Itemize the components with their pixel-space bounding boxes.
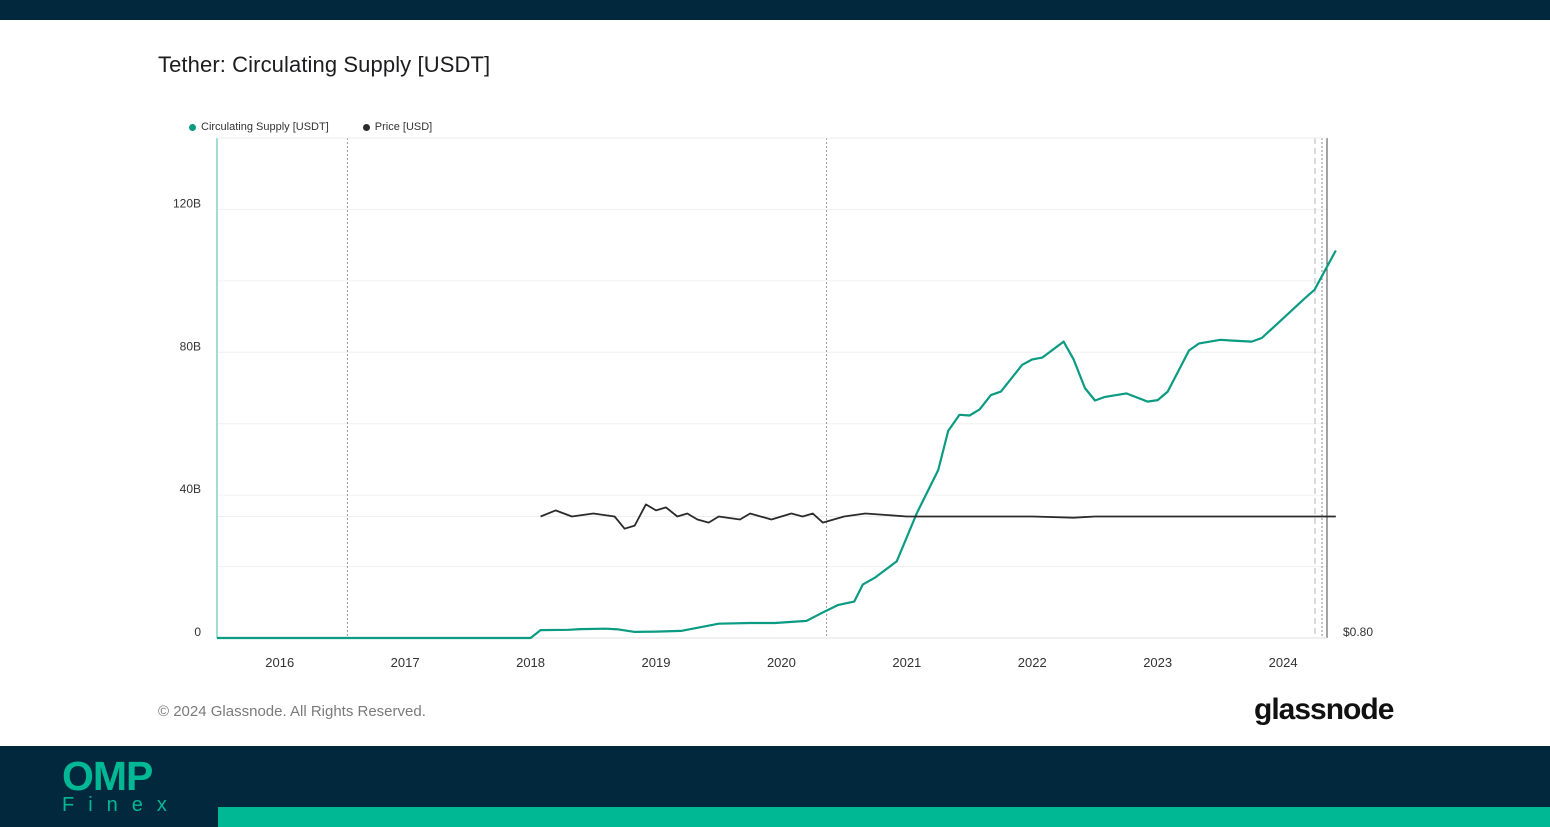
glassnode-logo: glassnode [1254, 693, 1394, 726]
legend-dot-price [362, 123, 370, 131]
copyright-text: © 2024 Glassnode. All Rights Reserved. [158, 703, 426, 720]
accent-strip [218, 807, 1550, 827]
chart-plot: 0 40B 80B 120B $0.80 2016 2017 2018 2019 2020 2021… [173, 137, 1373, 670]
legend-label-supply: Circulating Supply [USDT] [201, 121, 329, 133]
x-tick-label: 2020 [767, 655, 796, 670]
omp-finex-logo: OMP Finex [62, 753, 181, 816]
x-tick-label: 2019 [642, 655, 671, 670]
y-tick-label: 0 [194, 625, 201, 639]
x-tick-label: 2022 [1018, 655, 1047, 670]
x-tick-label: 2016 [265, 655, 294, 670]
legend-dot-supply [189, 123, 196, 131]
x-tick-label: 2023 [1143, 655, 1172, 670]
y-tick-label: 40B [180, 482, 201, 496]
series-line-circulating-supply [217, 249, 1337, 640]
series-line-price [540, 503, 1336, 530]
x-tick-label: 2018 [516, 655, 545, 670]
omp-logo-line2: Finex [62, 794, 181, 816]
top-band [0, 0, 1550, 20]
y-tick-label: 80B [180, 339, 201, 353]
legend-item-supply[interactable]: Circulating Supply [USDT] [189, 121, 329, 133]
omp-logo-line1: OMP [62, 753, 153, 799]
x-tick-label: 2017 [391, 655, 420, 670]
x-tick-label: 2021 [892, 655, 921, 670]
legend: Circulating Supply [USDT] Price [USD] [189, 121, 432, 133]
chart-title: Tether: Circulating Supply [USDT] [158, 52, 491, 77]
y-tick-label: 120B [173, 196, 201, 210]
x-tick-label: 2024 [1269, 655, 1298, 670]
y-right-tick-label: $0.80 [1343, 625, 1373, 639]
legend-label-price: Price [USD] [374, 121, 433, 133]
legend-item-price[interactable]: Price [USD] [362, 121, 433, 133]
